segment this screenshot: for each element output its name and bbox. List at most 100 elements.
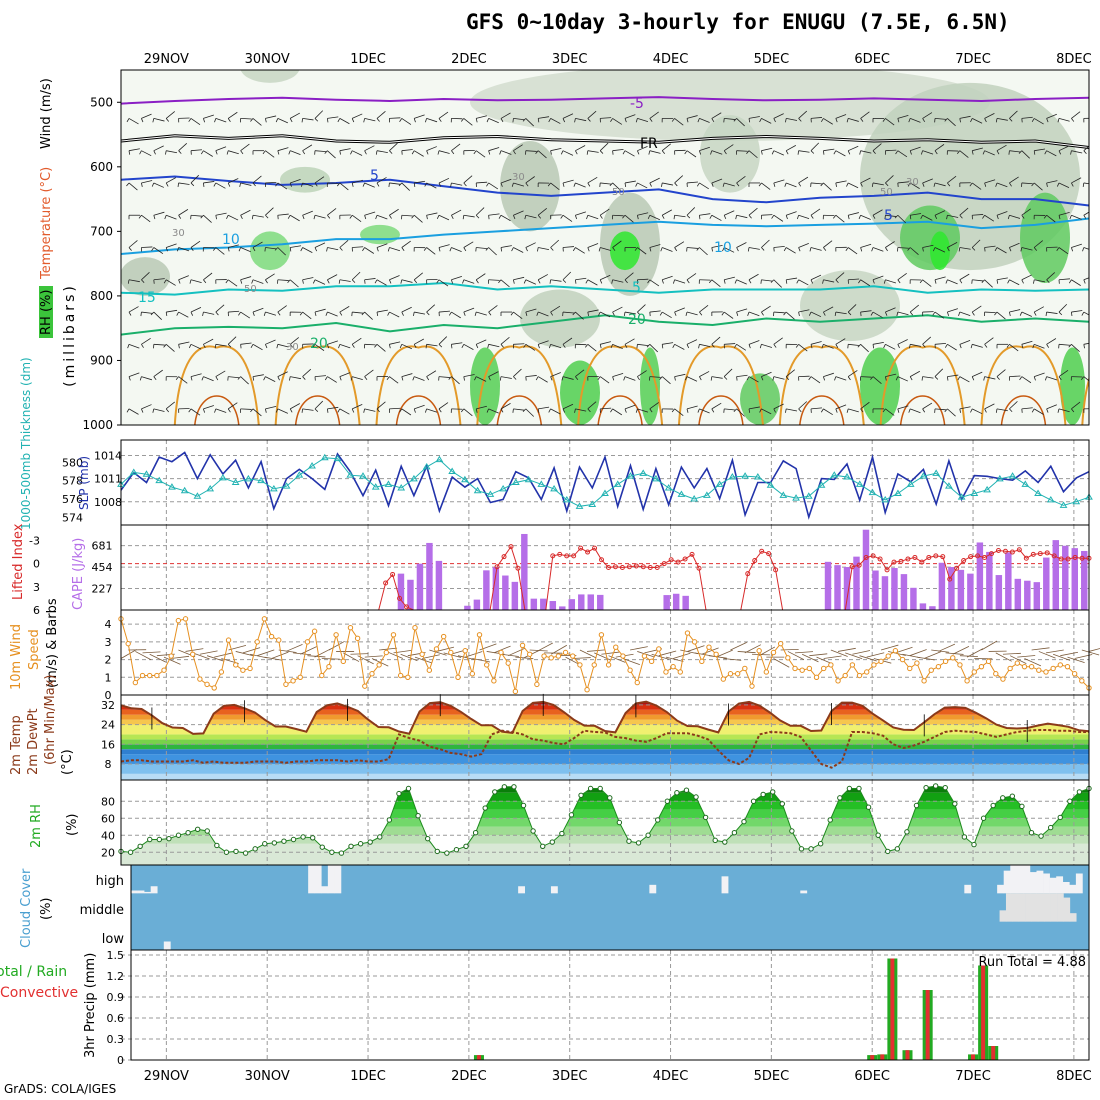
rh-point <box>923 784 929 791</box>
temp-band <box>121 773 1089 780</box>
lifted-index-point <box>599 557 605 563</box>
wind-speed-point <box>261 616 268 622</box>
upper-ytick-label: 700 <box>90 224 113 238</box>
cloud-cell <box>1031 893 1039 922</box>
wind-barb <box>787 651 805 660</box>
rh-point <box>674 790 680 796</box>
rh-point <box>655 817 661 823</box>
lifted-index-point <box>1009 549 1015 555</box>
rh-contour-label: 30 <box>906 177 919 188</box>
isotherm-2 <box>121 175 1089 207</box>
rh-point <box>808 846 814 852</box>
precip-convective-bar <box>925 990 930 1060</box>
rh-point <box>166 835 172 842</box>
wind-barb <box>536 642 553 652</box>
lowlevel-contours <box>121 96 1089 425</box>
rh-band <box>121 792 1089 802</box>
wind-speed-point <box>512 688 519 695</box>
rh-contour-label: 30 <box>172 228 185 239</box>
rh-point <box>904 829 910 835</box>
date-label-top: 8DEC <box>1056 52 1092 67</box>
wind-ytick-label: 4 <box>105 618 112 631</box>
cloud-cell <box>518 886 525 894</box>
cape-bar <box>1052 540 1060 610</box>
wind-speed-point <box>541 653 547 659</box>
rh-shade-15 <box>560 360 600 425</box>
rh-point <box>1067 798 1073 804</box>
thickness-point <box>868 488 877 496</box>
lifted-index-point <box>1023 555 1029 561</box>
rh-contour-label: 50 <box>244 284 257 295</box>
wind-barb <box>708 655 727 659</box>
rh-point <box>338 850 345 856</box>
wind-barb <box>658 650 677 657</box>
wind-barb <box>622 658 640 666</box>
temp-contour-loop-inner <box>496 395 543 425</box>
wind-barb <box>651 653 670 660</box>
cape-bar <box>559 606 566 610</box>
rh-band <box>121 835 1089 844</box>
cloud-cell <box>163 941 171 950</box>
wind-speed-point <box>154 672 160 679</box>
rh-point <box>913 802 920 809</box>
wind-speed-point <box>1064 663 1071 670</box>
cape-bar <box>995 575 1003 610</box>
cloud-cell <box>1037 893 1045 922</box>
wind-speed-point <box>354 635 361 642</box>
wind-speed-point <box>742 665 748 672</box>
thickness-point <box>1059 501 1068 508</box>
rh-point <box>252 846 258 852</box>
thickness-ytick-label: 576 <box>62 493 83 506</box>
wind-speed-point <box>871 662 877 668</box>
temp-ytick-label: 16 <box>101 738 115 751</box>
wind-speed-point <box>1007 665 1013 672</box>
temp-contour-loop <box>476 345 563 425</box>
lifted-index-point <box>926 554 932 560</box>
rh-point <box>626 838 632 844</box>
wind-speed-point <box>584 686 590 693</box>
cape-bar <box>407 579 414 610</box>
rh-contour-label: 30 <box>286 342 299 353</box>
rh-point <box>424 835 431 842</box>
temp-band <box>121 701 1089 705</box>
cloud-cell <box>1010 865 1018 894</box>
li-ytick-label: -3 <box>29 534 40 547</box>
rh-band <box>121 801 1089 810</box>
thickness-point <box>295 471 304 478</box>
lifted-index-point <box>995 548 1001 553</box>
thickness-point <box>1034 489 1042 496</box>
thickness-point <box>193 492 202 499</box>
date-label-bottom: 7DEC <box>955 1069 991 1084</box>
cape-bar <box>492 567 500 610</box>
date-label-bottom: 8DEC <box>1056 1069 1092 1084</box>
wind-speed-point <box>1050 665 1056 672</box>
upper-ylabel-part: Wind (m/s) <box>39 78 54 149</box>
thickness-point <box>741 472 749 479</box>
cloud-ylabel-units: (%) <box>39 898 54 921</box>
isotherm-label: 5 <box>884 208 893 224</box>
rh-shade-13 <box>930 231 950 271</box>
isotherm-4 <box>121 281 1089 296</box>
thickness-point <box>728 473 737 480</box>
temp-contour-loop-inner <box>194 395 240 425</box>
wind-speed-point <box>483 662 490 668</box>
li-ylabel: Lifted Index <box>11 523 26 600</box>
wind-speed-point <box>247 665 253 672</box>
lifted-index-point <box>619 565 625 570</box>
wind-speed-point <box>190 651 196 657</box>
cloud-cell <box>131 890 138 894</box>
wind-barb <box>235 651 254 657</box>
wind-barb <box>1053 653 1071 661</box>
isotherm-label: 20 <box>310 336 328 352</box>
wind-speed-point <box>985 658 992 665</box>
wind-speed-point <box>627 667 633 673</box>
wind-barb <box>1088 648 1100 652</box>
thickness-point <box>703 491 711 498</box>
lifted-index-point <box>1079 555 1085 561</box>
isotherm-label: 15 <box>138 290 156 306</box>
cloud-cell <box>1062 882 1070 894</box>
rh-band <box>121 809 1089 819</box>
lifted-index-point <box>647 565 653 570</box>
rh-point <box>319 844 325 850</box>
rh-point <box>846 785 853 792</box>
